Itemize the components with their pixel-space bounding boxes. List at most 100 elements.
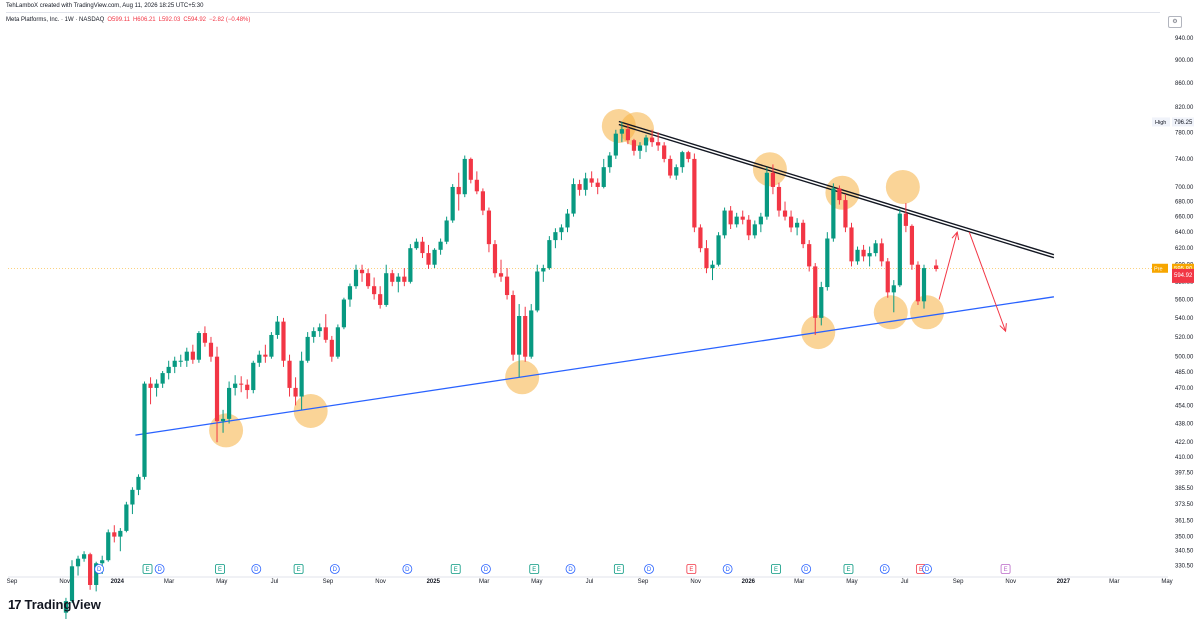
candle-58 — [414, 238, 419, 250]
candle-53 — [384, 264, 389, 307]
marker-circle — [922, 564, 932, 574]
candle-body — [75, 558, 81, 567]
candle-body — [716, 235, 721, 265]
marker-box — [613, 564, 624, 574]
candle-body — [190, 351, 195, 360]
tradingview-brand: 17 TradingView — [8, 597, 101, 612]
candle-111 — [734, 212, 739, 228]
candle-body — [649, 137, 655, 143]
candle-87 — [589, 171, 594, 187]
candle-body — [728, 210, 733, 225]
x-tick-label: 2025 — [427, 579, 441, 585]
candle-body — [118, 530, 123, 537]
earnings-marker: E — [1000, 564, 1011, 574]
marker-letter: E — [218, 567, 222, 573]
marker-box — [771, 564, 781, 574]
candle-body — [486, 210, 492, 245]
marker-letter: D — [157, 567, 162, 573]
candle-body — [813, 266, 818, 318]
candle-95 — [637, 142, 643, 159]
candle-8 — [112, 525, 117, 543]
candle-body — [619, 129, 624, 134]
candle-129 — [843, 194, 848, 233]
earnings-marker: E — [450, 564, 461, 574]
marker-box — [142, 564, 153, 574]
candle-108 — [716, 232, 721, 267]
y-tick-label: 373.50 — [1175, 502, 1194, 508]
candle-body — [819, 287, 824, 318]
marker-letter: E — [774, 567, 778, 573]
candle-body — [172, 360, 177, 367]
candle-121 — [795, 218, 800, 236]
candle-body — [504, 276, 510, 296]
candle-body — [795, 222, 800, 228]
candle-body — [341, 299, 347, 328]
candle-body — [196, 333, 201, 360]
candle-134 — [873, 240, 878, 257]
candle-17 — [166, 360, 171, 380]
y-tick-label: 485.00 — [1175, 370, 1194, 376]
candle-88 — [595, 178, 600, 195]
candle-body — [420, 241, 425, 254]
tradingview-wordmark: TradingView — [24, 597, 101, 612]
candle-78 — [535, 264, 540, 313]
candle-69 — [480, 188, 485, 216]
candle-20 — [184, 347, 189, 367]
candle-body — [631, 140, 637, 151]
candle-62 — [438, 238, 443, 255]
candle-body — [81, 554, 87, 559]
x-tick-label: Sep — [323, 579, 334, 585]
candle-body — [390, 273, 395, 282]
dividend-marker: D — [879, 564, 890, 574]
candle-body — [214, 356, 220, 422]
earnings-marker: E — [771, 564, 781, 574]
candle-137 — [891, 280, 896, 313]
marker-letter: D — [484, 567, 489, 573]
marker-letter: D — [568, 567, 573, 573]
candle-body — [432, 249, 437, 265]
y-tick-label: 700.00 — [1175, 185, 1194, 191]
candle-body — [849, 227, 854, 262]
scale-settings-icon[interactable]: ⚙ — [1168, 16, 1182, 28]
candle-body — [788, 216, 794, 228]
candle-115 — [758, 212, 763, 233]
candle-body — [220, 418, 226, 422]
candle-body — [426, 253, 431, 265]
marker-circle — [251, 564, 262, 574]
candle-39 — [299, 351, 304, 410]
candle-52 — [378, 286, 383, 309]
candle-16 — [160, 371, 165, 388]
candle-body — [269, 334, 274, 357]
candle-body — [88, 554, 93, 585]
candle-body — [456, 186, 461, 195]
marker-box — [293, 564, 304, 574]
candle-72 — [498, 259, 504, 282]
y-tick-label: 470.00 — [1175, 386, 1194, 392]
candle-143 — [933, 259, 939, 272]
candle-body — [142, 383, 147, 477]
candle-40 — [305, 332, 310, 363]
pre-tag-text: Pre — [1154, 266, 1163, 272]
ohlc-close: C594.92 — [183, 17, 207, 23]
candle-body — [263, 354, 268, 357]
earnings-marker: E — [293, 564, 304, 574]
y-tick-label: 640.00 — [1175, 230, 1194, 236]
marker-letter: E — [297, 567, 301, 573]
y-tick-label: 361.50 — [1175, 518, 1194, 524]
arrow-head — [999, 323, 1007, 333]
marker-circle — [481, 564, 491, 574]
marker-box — [529, 564, 540, 574]
pivot-highlight-5 — [752, 152, 787, 187]
candle-body — [462, 158, 467, 195]
candle-76 — [523, 306, 528, 362]
candle-body — [541, 268, 546, 272]
marker-box — [686, 564, 697, 574]
candle-117 — [770, 164, 776, 195]
candle-35 — [275, 316, 280, 339]
candle-1 — [69, 560, 75, 603]
candle-body — [577, 184, 582, 190]
candle-body — [565, 213, 570, 228]
candle-body — [408, 248, 413, 282]
candle-body — [396, 276, 401, 282]
